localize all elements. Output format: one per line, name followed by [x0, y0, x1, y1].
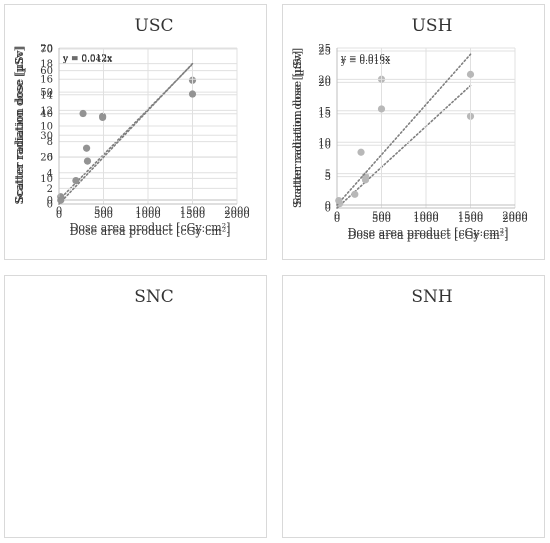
chart-title: USC	[135, 16, 174, 36]
x-tick-label: 1000	[135, 210, 160, 221]
y-tick-label: 20	[40, 44, 53, 55]
data-point	[83, 157, 92, 165]
y-tick-label: 60	[40, 66, 53, 77]
data-point	[188, 90, 197, 98]
data-point	[79, 109, 87, 118]
x-tick-label: 1000	[135, 206, 160, 217]
data-point	[335, 197, 343, 205]
data-point	[357, 148, 365, 156]
y-axis-label: Scatter radiation dose [µSv]	[291, 48, 304, 205]
y-tick-label: 30	[40, 131, 53, 142]
x-tick-label: 1500	[180, 210, 205, 221]
x-tick-label: 500	[94, 206, 113, 217]
x-axis-label: Dose area product [cGy·cm²]	[70, 221, 231, 234]
y-tick-label: 5	[325, 169, 331, 180]
y-tick-label: 50	[40, 88, 53, 99]
data-point	[351, 190, 359, 198]
chart-title: SNH	[411, 287, 452, 307]
y-tick-label: 20	[318, 78, 331, 89]
y-tick-label: 12	[40, 106, 53, 117]
y-tick-label: 20	[318, 75, 331, 86]
y-tick-label: 10	[40, 174, 53, 185]
trendline	[58, 63, 194, 201]
y-tick-label: 25	[318, 47, 331, 58]
trendline	[336, 53, 472, 206]
chart-title: SNC	[134, 287, 174, 307]
trendline-equation: y = 0.042x	[62, 55, 112, 65]
trendline-equation: y = 0.013x	[340, 57, 390, 67]
x-axis-label: Dose area product [cGy·cm²]	[348, 229, 509, 242]
chart-panel-snc: SNC 0 500 1000 1500 2000 0 2 4 6 8 10 12 14 16 18 20 y = …	[4, 44, 267, 538]
y-tick-label: 25	[318, 44, 331, 55]
x-tick-label: 2000	[502, 214, 527, 225]
x-tick-label: 0	[334, 211, 340, 222]
y-tick-label: 10	[318, 138, 331, 149]
y-tick-label: 6	[47, 153, 53, 164]
x-tick-label: 2000	[224, 210, 249, 221]
x-axis-label: Dose area product [cGy·cm²]	[348, 226, 509, 239]
y-tick-label: 5	[325, 172, 331, 183]
x-tick-label: 1500	[458, 211, 483, 222]
data-point	[72, 177, 80, 185]
y-tick-label: 40	[40, 109, 53, 120]
x-tick-label: 500	[372, 211, 391, 222]
trendline-equation: y = 0.012x	[62, 54, 112, 64]
y-axis-label: Scatter radiation dose [µSv]	[291, 51, 304, 208]
y-tick-label: 16	[40, 75, 53, 86]
x-tick-label: 0	[56, 206, 62, 217]
y-axis-label: Scatter radiation dose [µSv]	[13, 46, 26, 203]
chart-panel-ush: USH 0 500 1000 1500 2000 0 5 10 15 20 25 y = 0.013x D…	[282, 4, 545, 260]
y-tick-label: 70	[40, 45, 53, 56]
y-tick-label: 14	[40, 90, 53, 101]
x-tick-label: 1500	[458, 214, 483, 225]
data-point	[82, 144, 91, 152]
chart-panel-snh: SNH 0 500 1000 1500 2000 0 5 10 15 20 25 y = 0.016x D…	[282, 44, 545, 538]
y-tick-label: 15	[318, 109, 331, 120]
x-tick-label: 0	[56, 210, 62, 221]
chart-title: USH	[412, 16, 453, 36]
y-tick-label: 18	[40, 59, 53, 70]
x-tick-label: 0	[334, 214, 340, 225]
trendline	[336, 84, 472, 209]
data-point	[377, 105, 386, 113]
y-tick-label: 4	[47, 168, 53, 179]
data-point	[361, 176, 370, 184]
data-point	[466, 70, 475, 78]
data-point	[57, 196, 65, 204]
y-tick-label: 0	[47, 200, 53, 211]
y-tick-label: 0	[47, 196, 53, 207]
chart-panel-usc: USC 0 500 1000 1500 2000 0 10 20 30 40 50 60 70 y = 0.…	[4, 4, 267, 260]
data-point	[99, 113, 107, 122]
y-tick-label: 0	[325, 204, 331, 215]
x-tick-label: 1000	[413, 211, 438, 222]
y-tick-label: 0	[325, 201, 331, 212]
y-tick-label: 8	[47, 137, 53, 148]
x-tick-label: 2000	[224, 206, 249, 217]
y-tick-label: 20	[40, 152, 53, 163]
x-tick-label: 500	[94, 210, 113, 221]
trendline-equation: y = 0.016x	[340, 54, 390, 64]
x-tick-label: 1000	[413, 214, 438, 225]
trendline	[58, 62, 194, 205]
x-tick-label: 2000	[502, 211, 527, 222]
y-axis-label: Scatter radiation dose [µSv]	[13, 47, 26, 204]
y-tick-label: 10	[40, 122, 53, 133]
y-tick-label: 15	[318, 106, 331, 117]
chart-svg: SNH 0 500 1000 1500 2000 0 5 10 15 20 25 y = 0.016x D…	[291, 44, 528, 308]
y-tick-label: 10	[318, 141, 331, 152]
x-tick-label: 1500	[180, 206, 205, 217]
x-tick-label: 500	[372, 214, 391, 225]
y-tick-label: 2	[47, 184, 53, 195]
x-axis-label: Dose area product [cGy·cm²]	[70, 225, 231, 238]
